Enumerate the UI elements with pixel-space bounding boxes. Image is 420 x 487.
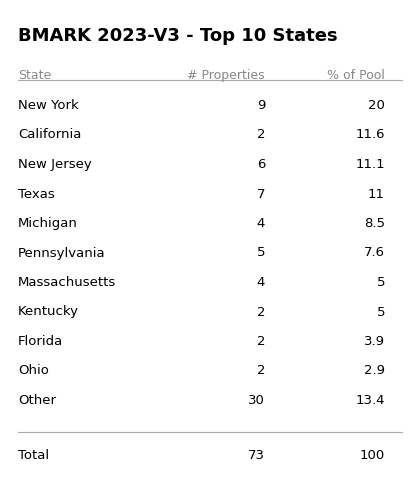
Text: New Jersey: New Jersey — [18, 158, 92, 171]
Text: BMARK 2023-V3 - Top 10 States: BMARK 2023-V3 - Top 10 States — [18, 27, 338, 45]
Text: 11: 11 — [368, 187, 385, 201]
Text: Other: Other — [18, 394, 56, 407]
Text: 7.6: 7.6 — [364, 246, 385, 260]
Text: Massachusetts: Massachusetts — [18, 276, 116, 289]
Text: 6: 6 — [257, 158, 265, 171]
Text: 30: 30 — [248, 394, 265, 407]
Text: New York: New York — [18, 99, 79, 112]
Text: Total: Total — [18, 449, 49, 462]
Text: Michigan: Michigan — [18, 217, 78, 230]
Text: 4: 4 — [257, 217, 265, 230]
Text: 100: 100 — [360, 449, 385, 462]
Text: 7: 7 — [257, 187, 265, 201]
Text: 3.9: 3.9 — [364, 335, 385, 348]
Text: 5: 5 — [376, 276, 385, 289]
Text: California: California — [18, 129, 81, 142]
Text: 11.1: 11.1 — [355, 158, 385, 171]
Text: 2: 2 — [257, 335, 265, 348]
Text: Texas: Texas — [18, 187, 55, 201]
Text: State: State — [18, 69, 51, 82]
Text: 2.9: 2.9 — [364, 364, 385, 377]
Text: 5: 5 — [376, 305, 385, 318]
Text: 9: 9 — [257, 99, 265, 112]
Text: 73: 73 — [248, 449, 265, 462]
Text: 5: 5 — [257, 246, 265, 260]
Text: Kentucky: Kentucky — [18, 305, 79, 318]
Text: Ohio: Ohio — [18, 364, 49, 377]
Text: 2: 2 — [257, 129, 265, 142]
Text: Pennsylvania: Pennsylvania — [18, 246, 105, 260]
Text: % of Pool: % of Pool — [327, 69, 385, 82]
Text: 20: 20 — [368, 99, 385, 112]
Text: 8.5: 8.5 — [364, 217, 385, 230]
Text: 11.6: 11.6 — [355, 129, 385, 142]
Text: # Properties: # Properties — [187, 69, 265, 82]
Text: 2: 2 — [257, 364, 265, 377]
Text: 13.4: 13.4 — [355, 394, 385, 407]
Text: 2: 2 — [257, 305, 265, 318]
Text: 4: 4 — [257, 276, 265, 289]
Text: Florida: Florida — [18, 335, 63, 348]
